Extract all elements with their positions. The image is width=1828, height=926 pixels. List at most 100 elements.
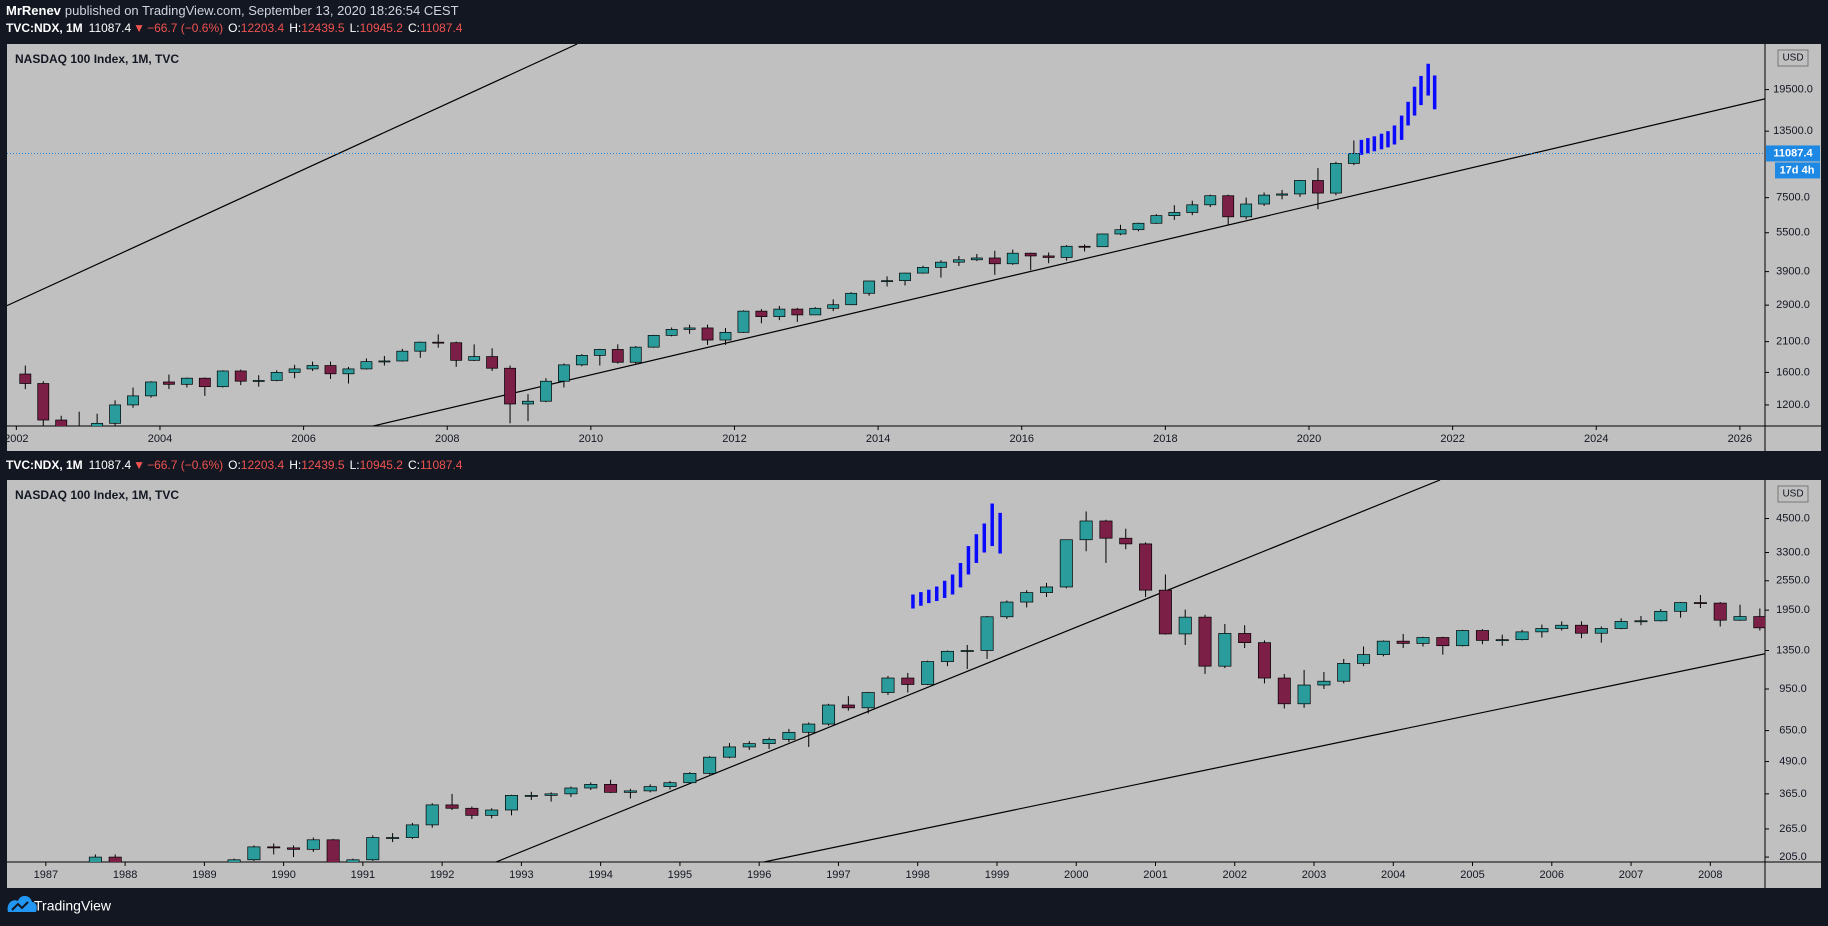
candle-body [55,419,68,426]
candle-body [1337,663,1351,682]
plot [7,44,1765,426]
candle-body [861,692,875,709]
y-tick-label: 205.0 [1779,851,1807,863]
candle-body [1222,195,1235,218]
candle-body [324,365,337,375]
y-tick-label: 650.0 [1779,725,1807,737]
x-tick-label: 2018 [1153,433,1177,445]
published: published on TradingView.com, September … [65,3,459,18]
candle-body [504,367,516,405]
candle-body [917,266,929,274]
candle-body [845,292,858,306]
candle-body [1178,616,1192,635]
trend-line [7,44,578,307]
plot [88,480,1765,862]
candle-body [1079,520,1093,541]
candle-body [109,404,121,424]
candle-body [1297,684,1311,705]
candle-body [899,272,911,282]
candle-body [1006,252,1019,265]
candle-body [1674,602,1688,612]
candle-body [643,786,657,792]
candle-body [1555,624,1569,629]
currency-box [1777,485,1809,503]
legend-ohlc-value: 11087.4 [420,458,463,472]
candle-body [414,341,427,352]
y-tick-label: 3900.0 [1776,266,1810,278]
candle-body [287,847,301,850]
x-tick-label: 2024 [1584,433,1608,445]
candle-body [485,809,499,816]
candle-body [1099,520,1113,539]
legend-ohlc-label: L: [350,458,360,472]
candle-body [952,259,965,263]
x-tick-label: 1999 [985,869,1009,881]
candle-body [980,616,994,651]
x-tick-label: 1995 [668,869,692,881]
candle-body [1733,616,1747,621]
x-tick-label: 2016 [1009,433,1033,445]
y-tick-label: 5500.0 [1776,227,1810,239]
candle-body [1020,592,1034,603]
x-tick-label: 2012 [722,433,746,445]
y-tick-label: 2550.0 [1776,575,1810,587]
legend-ohlc-value: 12203.4 [241,458,285,472]
candle-body [145,381,157,397]
candle-body [629,346,642,363]
candle-body [342,368,355,375]
candle-body [773,308,786,317]
candle-body [575,355,588,366]
x-tick-label: 2026 [1728,433,1752,445]
trend-line [373,98,1765,426]
x-tick-label: 1989 [192,869,216,881]
candle-body [1078,245,1091,248]
candle-body [1042,255,1055,258]
candle-body [822,704,836,725]
candle-body [881,677,895,693]
last-price-tag [1766,145,1820,162]
candle-body [1000,601,1014,618]
candle-body [1475,630,1489,641]
x-tick-label: 1994 [588,869,612,881]
candle-body [425,804,439,826]
candle-body [544,793,558,796]
candle-body [1294,180,1306,195]
candle-body [802,723,816,733]
candle-body [1114,229,1127,235]
legend-ohlc-value: 12439.5 [301,21,345,35]
candle-body [584,784,598,789]
candle-body [346,859,360,862]
candle-body [445,804,459,809]
candle-body [1119,537,1133,545]
candle-body [557,364,570,382]
x-tick-label: 1988 [113,869,137,881]
legend-ohlc-label: O: [228,458,241,472]
y-tick-label: 4500.0 [1776,512,1810,524]
x-tick-label: 2014 [866,433,890,445]
last-price-label: 11087.4 [1773,147,1813,159]
y-tick-label: 1350.0 [1776,644,1810,656]
candle-body [227,859,241,862]
legend-ohlc-value: 12203.4 [241,21,285,35]
candle-body [1753,616,1765,629]
trend-line [495,480,1441,862]
candle-body [465,807,479,816]
candle-body [1238,633,1252,644]
candle-body [247,846,261,861]
candle-body [623,790,637,793]
trend-line [763,653,1765,862]
candle-body [863,280,876,294]
candle-body [1150,215,1163,224]
legend-arrow: ▼ [133,458,145,472]
candle-body [755,310,768,317]
x-tick-label: 2008 [435,433,459,445]
candle-body [19,373,32,384]
candle-body [701,327,714,341]
chart-panel [7,44,1821,451]
y-tick-label: 13500.0 [1773,125,1813,137]
footer-logo [7,895,37,912]
candle-body [647,334,660,348]
candle-body [703,756,717,774]
candle-body [593,349,606,356]
candle-body [988,257,1001,265]
